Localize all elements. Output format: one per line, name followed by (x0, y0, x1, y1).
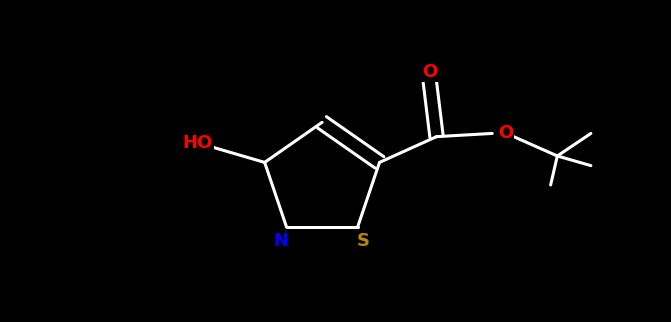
Text: HO: HO (183, 134, 213, 152)
Text: N: N (274, 232, 289, 251)
Text: O: O (498, 124, 513, 142)
Text: O: O (422, 63, 437, 81)
Text: S: S (356, 232, 370, 251)
